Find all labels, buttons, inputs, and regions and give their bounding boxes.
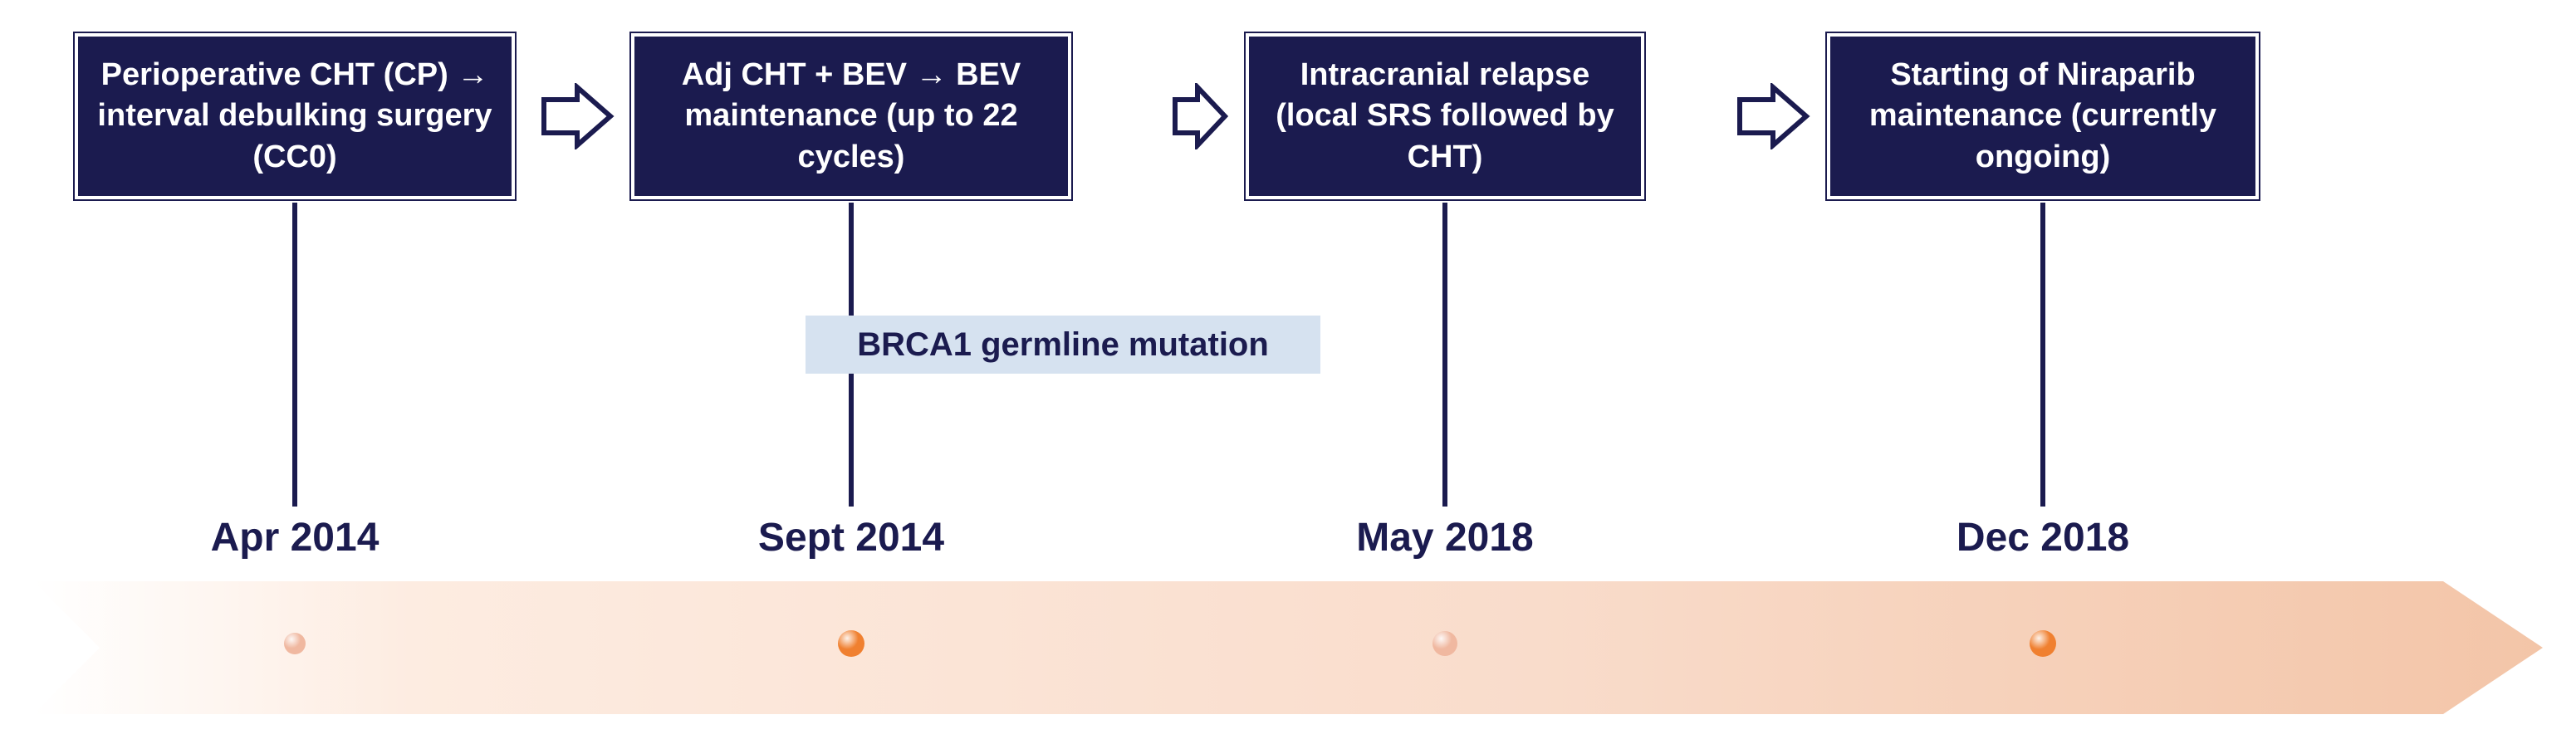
event-box-3: Intracranial relapse (local SRS followed… [1246, 33, 1644, 199]
connector-3 [1442, 203, 1447, 507]
event-label: Perioperative CHT (CP) → interval debulk… [95, 55, 495, 178]
connector-4 [2040, 203, 2045, 507]
flow-arrow-3 [1736, 83, 1810, 149]
timeline-dot-4 [2028, 629, 2058, 658]
event-box-2: Adj CHT + BEV → BEV maintenance (up to 2… [631, 33, 1071, 199]
timeline-dot-1 [282, 631, 307, 656]
timeline-dot-3 [1431, 629, 1459, 658]
event-label: Intracranial relapse (local SRS followed… [1266, 55, 1624, 178]
event-box-4: Starting of Niraparib maintenance (curre… [1827, 33, 2259, 199]
event-box-1: Perioperative CHT (CP) → interval debulk… [75, 33, 515, 199]
event-label: Adj CHT + BEV → BEV maintenance (up to 2… [651, 55, 1051, 178]
date-label-3: May 2018 [1337, 515, 1553, 561]
timeline-diagram: Perioperative CHT (CP) → interval debulk… [0, 0, 2576, 749]
annotation-label: BRCA1 germline mutation [857, 326, 1269, 364]
date-label-2: Sept 2014 [739, 515, 963, 561]
flow-arrow-2 [1171, 83, 1229, 149]
annotation-brca1: BRCA1 germline mutation [806, 316, 1320, 374]
event-label: Starting of Niraparib maintenance (curre… [1847, 55, 2239, 178]
timeline-dot-2 [836, 629, 866, 658]
connector-1 [292, 203, 297, 507]
date-label-1: Apr 2014 [191, 515, 399, 561]
flow-arrow-1 [540, 83, 615, 149]
date-label-4: Dec 2018 [1935, 515, 2151, 561]
